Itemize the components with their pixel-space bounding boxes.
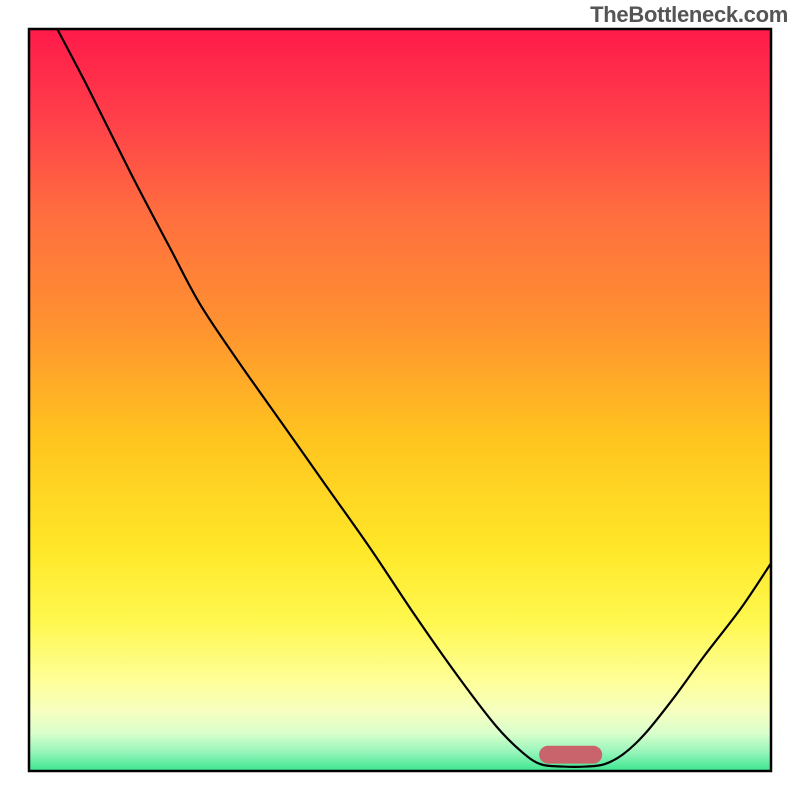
plot-background (29, 29, 771, 771)
chart-container: TheBottleneck.com (0, 0, 800, 800)
watermark-text: TheBottleneck.com (590, 2, 788, 28)
optimal-marker (539, 746, 602, 764)
bottleneck-chart (0, 0, 800, 800)
